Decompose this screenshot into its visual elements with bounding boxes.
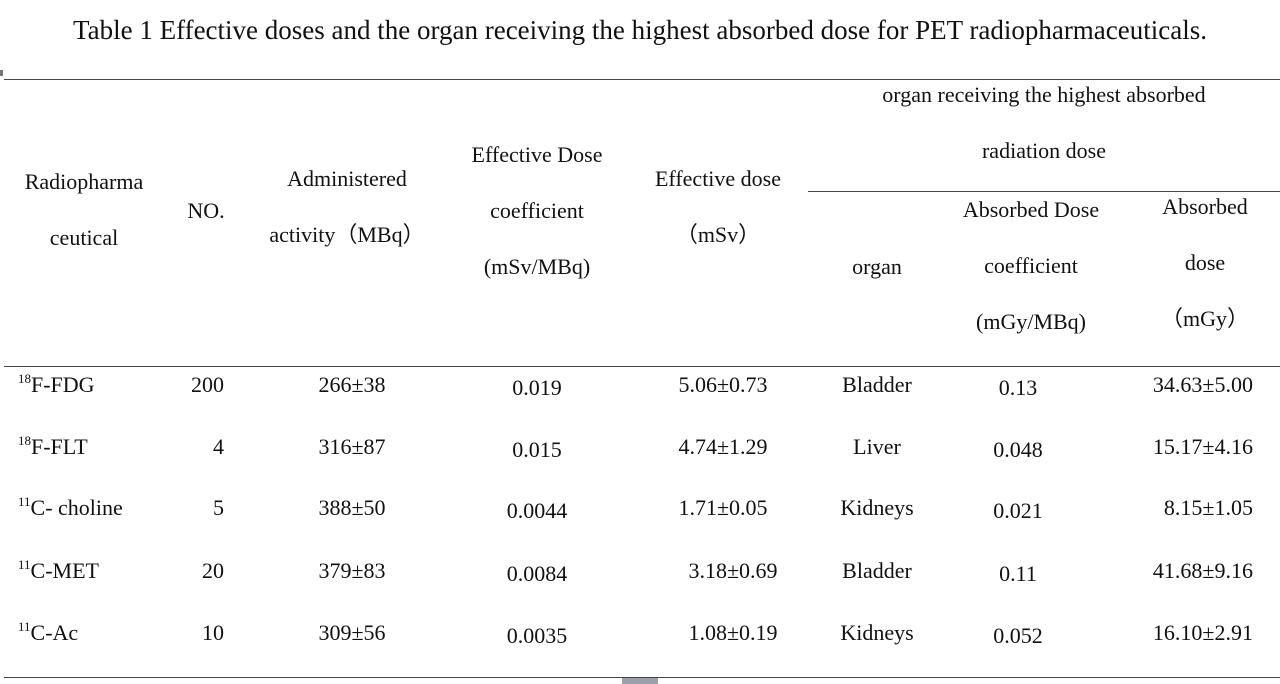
table-row-3-organ: Kidneys — [840, 495, 914, 520]
header-effective-dose: Effective dose （mSv） — [654, 166, 782, 247]
top-rule — [4, 79, 1280, 80]
page-footer-mark — [622, 678, 658, 684]
table-row-5-activity: 309±56 — [318, 620, 386, 645]
header-bottom-rule — [4, 366, 1280, 367]
header-organ: organ — [852, 254, 902, 279]
table-row-2-coef: 0.015 — [512, 437, 562, 462]
table-row-3-activity: 388±50 — [318, 495, 386, 520]
table-caption: Table 1 Effective doses and the organ re… — [73, 15, 1207, 45]
table-row-5-organ: Kidneys — [840, 620, 914, 645]
header-effective-dose-coefficient: Effective Dose coefficient (mSv/MBq) — [471, 142, 603, 279]
table-row-1-no: 200 — [191, 372, 224, 397]
header-absorbed-dose: Absorbed dose （mGy） — [1160, 194, 1249, 331]
table-row-4-organ: Bladder — [842, 558, 912, 583]
table-row-1-abs-dose: 34.63±5.00 — [1152, 372, 1253, 397]
table-row-3-coef: 0.0044 — [506, 498, 568, 523]
table-row-2-dose: 4.74±1.29 — [678, 434, 768, 459]
header-absorbed-dose-coefficient: Absorbed Dose coefficient (mGy/MBq) — [962, 197, 1100, 334]
table-row-3-abs-dose: 8.15±1.05 — [1163, 495, 1253, 520]
table-row-4-coef: 0.0084 — [506, 561, 568, 586]
table-row-1-dose: 5.06±0.73 — [678, 372, 768, 397]
table-row-4-activity: 379±83 — [318, 558, 386, 583]
table-row-1-organ: Bladder — [842, 372, 912, 397]
header-administered-activity: Administered activity（MBq） — [269, 166, 425, 247]
page-marker — [0, 70, 3, 76]
table-row-4-name: 11C-MET — [18, 557, 99, 583]
table-row-5-abs-coef: 0.052 — [993, 623, 1043, 648]
table-row-5-coef: 0.0035 — [506, 623, 568, 648]
bottom-rule — [4, 677, 1280, 678]
table-row-2-abs-coef: 0.048 — [993, 437, 1043, 462]
table-row-1-name: 18F-FDG — [18, 371, 95, 397]
table-row-5-dose: 1.08±0.19 — [688, 620, 778, 645]
table-row-3-abs-coef: 0.021 — [993, 498, 1043, 523]
table-row-2-organ: Liver — [853, 434, 901, 459]
table-row-4-abs-coef: 0.11 — [999, 561, 1037, 586]
table-row-1-abs-coef: 0.13 — [998, 375, 1038, 400]
header-radiopharmaceutical: Radiopharma ceutical — [24, 169, 144, 250]
table-row-5-no: 10 — [202, 620, 224, 645]
table-row-5-name: 11C-Ac — [18, 619, 79, 645]
table-row-1-activity: 266±38 — [318, 372, 386, 397]
table-row-4-abs-dose: 41.68±9.16 — [1152, 558, 1253, 583]
table-row-5-abs-dose: 16.10±2.91 — [1152, 620, 1253, 645]
table-row-1-coef: 0.019 — [512, 375, 562, 400]
table-row-2-activity: 316±87 — [318, 434, 386, 459]
table-row-3-dose: 1.71±0.05 — [678, 495, 768, 520]
header-organ-group: organ receiving the highest absorbed rad… — [882, 82, 1206, 163]
header-no: NO. — [187, 198, 225, 223]
table-row-4-no: 20 — [202, 558, 224, 583]
table-row-2-no: 4 — [213, 434, 224, 459]
table-row-3-no: 5 — [213, 495, 224, 520]
table-row-4-dose: 3.18±0.69 — [688, 558, 778, 583]
table-row-2-abs-dose: 15.17±4.16 — [1152, 434, 1253, 459]
table-row-3-name: 11C- choline — [18, 494, 123, 520]
table-row-2-name: 18F-FLT — [18, 433, 88, 459]
organ-group-rule — [808, 191, 1280, 192]
